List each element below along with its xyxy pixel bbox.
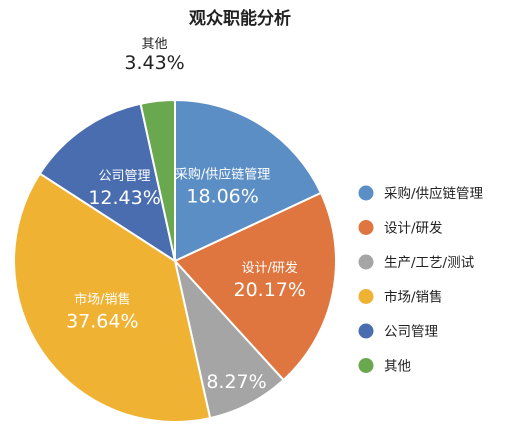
- slice-value-label-4: 37.64%: [66, 311, 138, 333]
- slice-category-label-2: 设计/研发: [242, 260, 298, 276]
- legend-marker-5: [358, 323, 374, 339]
- legend-label-1: 采购/供应链管理: [384, 185, 484, 202]
- slice-value-label-2: 20.17%: [233, 279, 305, 301]
- legend-marker-4: [358, 289, 374, 304]
- pie-slice-4: [12, 172, 212, 423]
- slice-category-label-1: 采购/供应链管理: [175, 166, 270, 182]
- legend-label-5: 公司管理: [384, 324, 438, 340]
- pie-slices: [12, 98, 337, 423]
- pie-slice-1: [174, 98, 323, 263]
- legend-marker-6: [358, 358, 374, 373]
- legend-label-2: 设计/研发: [384, 221, 443, 237]
- legend-item-4: 市场/销售: [358, 289, 443, 306]
- chart-title: 观众职能分析: [188, 8, 291, 29]
- pie-slice-2: [173, 191, 337, 382]
- legend-item-2: 设计/研发: [358, 220, 443, 237]
- legend-label-3: 生产/工艺/测试: [384, 255, 475, 271]
- slice-value-label-6: 3.43%: [124, 52, 184, 74]
- legend-marker-1: [358, 185, 374, 201]
- slice-category-label-4: 市场/销售: [74, 292, 130, 308]
- legend-label-4: 市场/销售: [384, 289, 443, 306]
- slice-category-label-6: 其他: [142, 37, 168, 52]
- legend-marker-2: [358, 220, 374, 235]
- pie-slice-5: [38, 102, 177, 264]
- legend-marker-3: [358, 254, 374, 270]
- slice-category-label-5: 公司管理: [99, 169, 151, 184]
- slice-value-label-1: 18.06%: [186, 185, 258, 207]
- slice-value-label-3: 8.27%: [206, 371, 266, 393]
- legend-item-5: 公司管理: [358, 323, 438, 340]
- legend-item-1: 采购/供应链管理: [358, 185, 484, 202]
- legend-label-6: 其他: [384, 359, 411, 375]
- legend-item-3: 生产/工艺/测试: [358, 254, 475, 271]
- slice-value-label-5: 12.43%: [88, 187, 160, 209]
- legend-item-6: 其他: [358, 358, 411, 375]
- slice-labels: 采购/供应链管理18.06%设计/研发20.17%生产/工艺/测试8.27%市场…: [66, 37, 306, 393]
- pie-slice-6: [139, 98, 176, 262]
